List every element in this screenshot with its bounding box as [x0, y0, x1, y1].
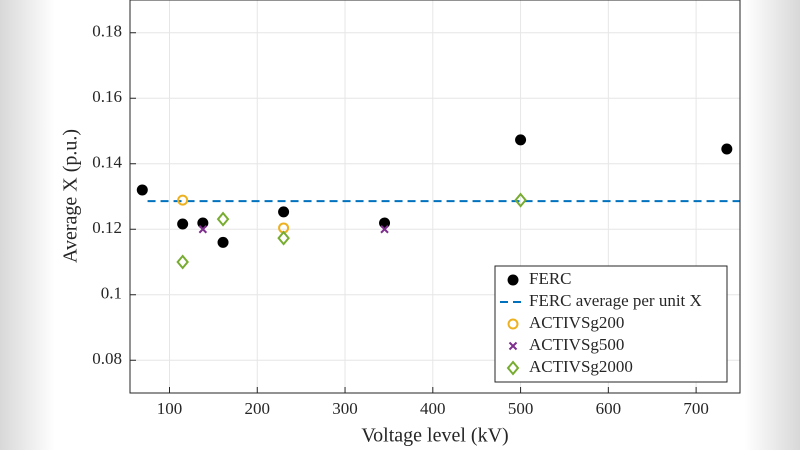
axes-frame [129, 0, 741, 394]
point [177, 194, 189, 206]
y-tick-label: 0.1 [101, 284, 122, 303]
legend-swatch [508, 341, 518, 351]
point [380, 225, 389, 234]
point [514, 192, 527, 208]
y-axis-label: Average X (p.u.) [60, 129, 82, 263]
blur-edge [745, 0, 800, 450]
x-tick-label: 100 [157, 399, 183, 418]
point [176, 254, 189, 270]
y-tick-label: 0.16 [92, 87, 122, 106]
x-tick-label: 300 [332, 399, 358, 418]
legend: FERC FERC average per unit X ACTIVSg200 ACT… [494, 265, 728, 383]
point [198, 225, 208, 234]
point [216, 211, 230, 227]
point [515, 134, 527, 146]
y-tick-label: 0.12 [92, 218, 122, 237]
x-tick-label: 400 [420, 399, 446, 418]
point [197, 217, 209, 229]
y-tick-label: 0.18 [92, 22, 122, 41]
legend-label: FERC average per unit X [529, 291, 702, 310]
legend-label: ACTIVSg200 [529, 313, 624, 332]
x-tick-label: 200 [245, 399, 271, 418]
legend-label: ACTIVSg500 [529, 335, 624, 354]
point [217, 236, 229, 248]
point [136, 184, 148, 196]
point [278, 206, 290, 218]
x-axis-label: Voltage level (kV) [361, 425, 508, 447]
legend-label: ACTIVSg2000 [529, 357, 633, 376]
x-tick-label: 700 [683, 399, 709, 418]
legend-swatch [506, 360, 520, 376]
x-tick-label: 500 [508, 399, 534, 418]
point [277, 230, 290, 246]
legend-label: FERC [529, 269, 572, 288]
blur-edge [0, 0, 55, 450]
legend-swatch [507, 274, 519, 286]
y-tick-label: 0.14 [92, 153, 122, 172]
marks [136, 134, 740, 270]
point [721, 143, 733, 155]
x-tick-label: 600 [596, 399, 622, 418]
point [379, 217, 391, 229]
y-tick-label: 0.08 [92, 349, 122, 368]
legend-box [494, 265, 728, 383]
legend-swatch [507, 318, 519, 330]
point [177, 218, 189, 230]
